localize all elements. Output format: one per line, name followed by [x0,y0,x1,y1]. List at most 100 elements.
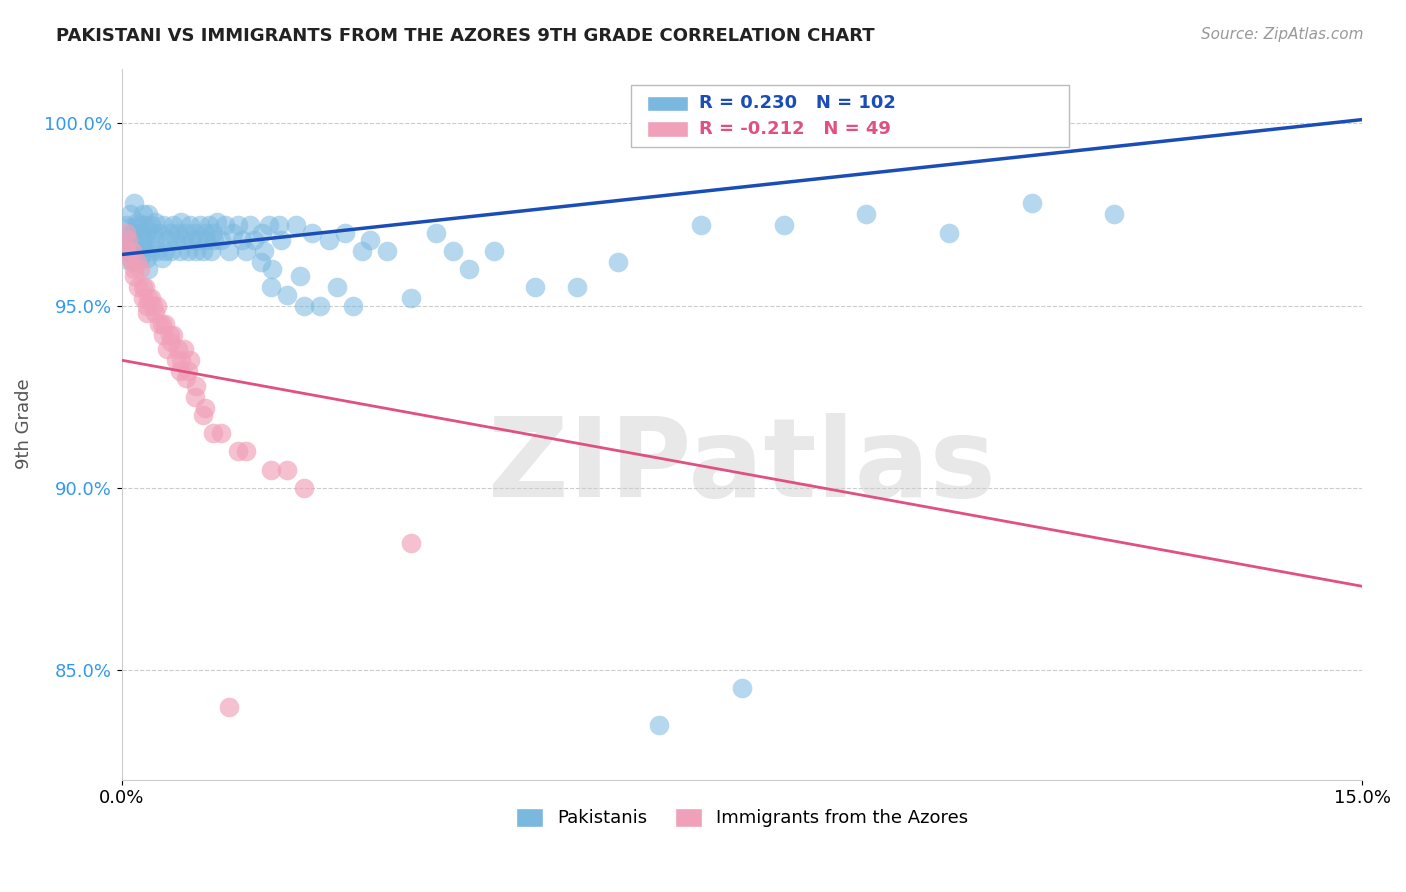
Point [179,219,201,233]
Point [235,444,257,458]
Point [270,233,292,247]
Point [193,226,215,240]
Bar [647,121,689,136]
Point [401,291,423,305]
Point [1021,196,1043,211]
Point [267,219,290,233]
Point [134,219,156,233]
Text: R = -0.212   N = 49: R = -0.212 N = 49 [699,120,891,137]
Point [120,233,142,247]
Point [239,219,262,233]
Point [134,280,156,294]
Point [177,244,200,258]
Point [292,481,315,495]
Bar [647,95,689,112]
Point [150,251,173,265]
Point [191,408,214,422]
Point [159,226,181,240]
Point [129,251,152,265]
Point [169,364,191,378]
Point [125,254,148,268]
Point [115,226,138,240]
Point [187,233,209,247]
Point [524,280,547,294]
Point [326,280,349,294]
Point [135,226,157,240]
Point [170,215,193,229]
Point [148,226,170,240]
Point [127,244,149,258]
Point [117,244,139,258]
Point [134,244,156,258]
Point [257,219,280,233]
Point [136,262,159,277]
Point [186,244,208,258]
Point [121,254,143,268]
Point [359,233,381,247]
Point [226,444,249,458]
Point [129,226,152,240]
Text: PAKISTANI VS IMMIGRANTS FROM THE AZORES 9TH GRADE CORRELATION CHART: PAKISTANI VS IMMIGRANTS FROM THE AZORES … [56,27,875,45]
Point [301,226,323,240]
Point [115,244,138,258]
Point [731,681,754,696]
Point [122,196,145,211]
Point [120,251,142,265]
Point [139,291,162,305]
Point [249,254,271,268]
Text: ZIPatlas: ZIPatlas [488,413,995,520]
Point [458,262,481,277]
Point [209,426,232,441]
Point [309,299,332,313]
Point [135,251,157,265]
Point [117,233,139,247]
Point [167,226,190,240]
Point [288,269,311,284]
Point [253,244,276,258]
Point [131,280,153,294]
Point [190,219,212,233]
Point [160,244,183,258]
Point [120,244,142,258]
Point [142,226,165,240]
Point [176,371,198,385]
Point [333,226,356,240]
Point [252,226,274,240]
Point [276,463,298,477]
Point [689,219,711,233]
Point [177,364,200,378]
Point [218,699,240,714]
Point [482,244,505,258]
Point [292,299,315,313]
Point [156,343,179,357]
Point [135,299,157,313]
Point [260,280,283,294]
Point [441,244,464,258]
Point [425,226,447,240]
Point [162,219,184,233]
Point [218,244,240,258]
Point [565,280,588,294]
Point [127,219,149,233]
Point [136,291,159,305]
Point [176,226,198,240]
Point [125,215,148,229]
Point [165,353,187,368]
Point [204,233,226,247]
Point [117,233,139,247]
Point [162,327,184,342]
Point [153,244,176,258]
Point [375,244,398,258]
Point [159,327,181,342]
Point [122,233,145,247]
Point [209,233,232,247]
Point [173,343,195,357]
Point [197,219,219,233]
Point [1104,207,1126,221]
Point [135,306,157,320]
Point [193,401,215,415]
Point [183,390,205,404]
Point [122,262,145,277]
Point [136,207,159,221]
Point [143,306,166,320]
